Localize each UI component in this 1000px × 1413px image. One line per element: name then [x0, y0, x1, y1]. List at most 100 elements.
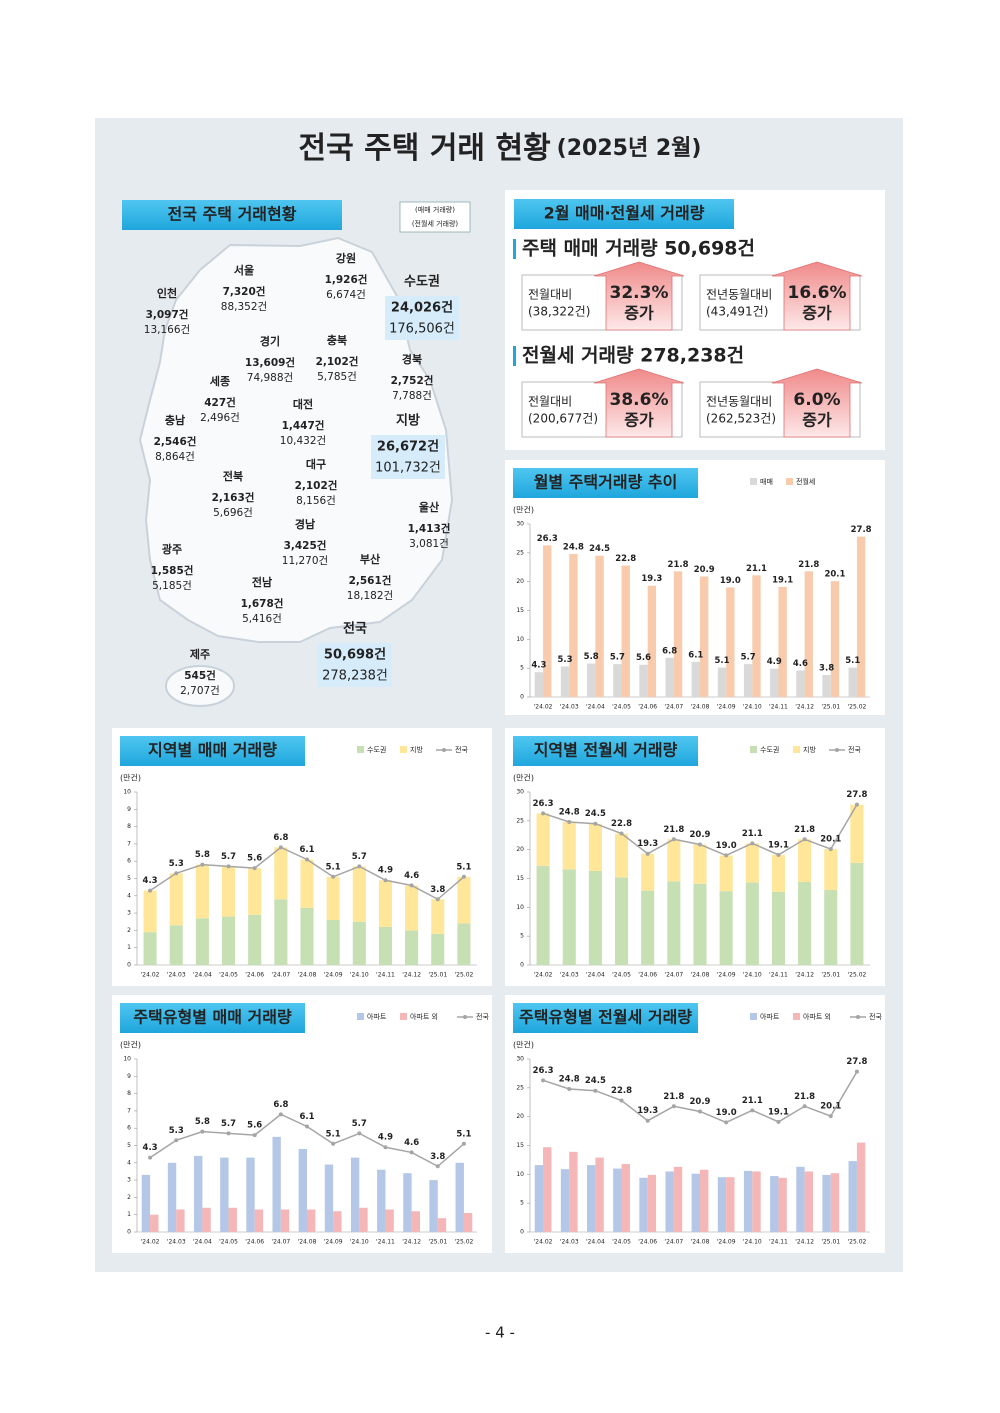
data-label: 5.6: [247, 1121, 262, 1131]
bar: [569, 1151, 578, 1232]
total-rent: 176,506건: [389, 322, 455, 337]
x-tick-label: '24.03: [167, 1239, 186, 1246]
region-sale: 1,413건: [408, 522, 451, 535]
data-label: 20.9: [690, 1097, 711, 1107]
legend-swatch: [400, 1013, 407, 1020]
bar: [195, 864, 209, 919]
data-label: 4.3: [143, 876, 158, 886]
legend-label: 아파트: [760, 1012, 780, 1021]
bar: [641, 890, 655, 965]
data-label: 5.1: [456, 1129, 471, 1139]
data-label: 24.5: [585, 809, 606, 819]
region-sale: 2,163건: [212, 491, 255, 504]
data-label: 4.3: [143, 1143, 158, 1153]
data-label: 19.3: [637, 1106, 658, 1116]
bar: [848, 1161, 857, 1232]
y-tick-label: 4: [127, 1159, 131, 1166]
data-label: 19.0: [716, 1108, 737, 1118]
region-rent: 18,182건: [347, 590, 393, 602]
total-name: 지방: [396, 413, 420, 429]
legend-label: 지방: [803, 745, 816, 754]
legend-label: 전국: [476, 1012, 489, 1021]
x-tick-label: '24.09: [717, 704, 736, 711]
x-tick-label: '25.01: [821, 1239, 840, 1246]
bar: [673, 571, 683, 697]
data-label: 27.8: [846, 790, 867, 800]
section-title: 전월세 거래량 278,238건: [522, 345, 744, 367]
x-tick-label: '24.11: [769, 972, 788, 979]
bar: [298, 1148, 307, 1232]
bar: [143, 932, 157, 965]
x-tick-label: '25.01: [428, 1239, 447, 1246]
line-marker: [567, 1086, 572, 1091]
bar: [771, 854, 785, 892]
bar: [543, 545, 552, 697]
data-label: 20.9: [694, 565, 715, 575]
region-rent: 3,081건: [409, 538, 449, 550]
title-main: 전국 주택 거래 현황: [299, 131, 551, 166]
title-date: (2025년 2월): [557, 136, 702, 161]
bar: [588, 823, 602, 872]
y-axis-label: (만건): [513, 773, 534, 783]
region-sale: 2,546건: [154, 435, 197, 448]
region-rent: 5,785건: [317, 371, 357, 383]
bar: [202, 1207, 211, 1232]
data-label: 4.3: [531, 661, 546, 671]
line-marker: [619, 1098, 624, 1103]
data-label: 19.0: [720, 576, 741, 586]
region-name: 서울: [234, 263, 254, 277]
data-label: 5.1: [326, 862, 341, 872]
data-label: 24.8: [563, 542, 584, 552]
bar: [463, 1212, 473, 1232]
data-label: 19.1: [768, 840, 789, 850]
x-tick-label: '25.02: [455, 972, 474, 979]
section-header: 2월 매매·전월세 거래량: [544, 204, 705, 223]
y-tick-label: 10: [123, 1056, 131, 1063]
bar: [595, 1157, 604, 1232]
bar: [830, 1173, 840, 1232]
line-marker: [278, 845, 283, 850]
legend-label: 매매: [760, 478, 773, 486]
data-label: 5.6: [636, 653, 651, 663]
increase-arrow: [593, 261, 685, 331]
bar: [647, 1174, 657, 1232]
data-label: 5.1: [456, 862, 471, 872]
line-marker: [645, 1118, 650, 1123]
line-marker: [619, 831, 624, 836]
data-label: 5.1: [326, 1129, 341, 1139]
line-marker: [541, 811, 546, 816]
section-header-bar: [513, 736, 698, 766]
map-legend-sale: (매매 거래량): [415, 205, 455, 214]
bar: [647, 585, 657, 697]
data-label: 21.1: [746, 564, 767, 574]
region-name: 충남: [165, 413, 185, 427]
bar: [141, 1174, 151, 1232]
y-tick-label: 20: [516, 846, 524, 853]
x-tick-label: '25.02: [455, 1239, 474, 1246]
bar: [222, 916, 236, 965]
y-tick-label: 30: [516, 789, 524, 796]
section-header: 지역별 매매 거래량: [148, 741, 277, 760]
data-label: 22.8: [611, 819, 632, 829]
line-marker: [541, 1078, 546, 1083]
total-sale: 24,026건: [391, 300, 453, 316]
y-tick-label: 9: [127, 1073, 131, 1080]
bar: [691, 1173, 700, 1232]
data-label: 19.3: [637, 839, 658, 849]
bar: [848, 667, 857, 697]
y-tick-label: 5: [127, 1142, 131, 1149]
bar: [621, 1163, 630, 1232]
x-tick-label: '25.02: [848, 1239, 867, 1246]
region-name: 부산: [360, 552, 380, 566]
bar: [667, 839, 681, 882]
x-tick-label: '25.02: [848, 972, 867, 979]
legend-swatch: [750, 1013, 757, 1020]
y-tick-label: 0: [520, 1229, 524, 1236]
bar: [377, 1169, 386, 1232]
bar: [822, 675, 831, 697]
data-label: 5.7: [352, 1119, 367, 1129]
bar: [717, 667, 727, 697]
data-label: 5.3: [169, 1126, 184, 1136]
bar: [693, 844, 707, 884]
bar: [274, 899, 288, 965]
